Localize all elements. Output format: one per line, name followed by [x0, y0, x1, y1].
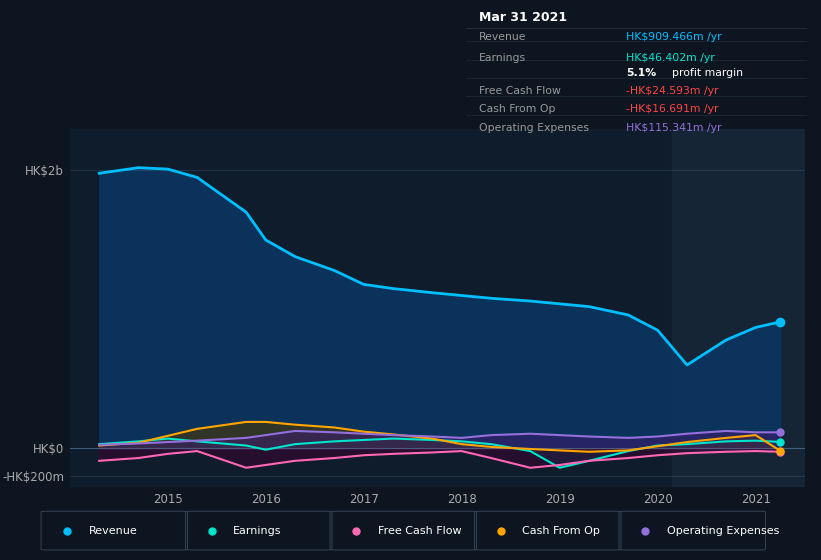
Text: HK$909.466m /yr: HK$909.466m /yr — [626, 32, 722, 42]
Text: Operating Expenses: Operating Expenses — [479, 123, 589, 133]
Text: Revenue: Revenue — [479, 32, 526, 42]
Text: -HK$16.691m /yr: -HK$16.691m /yr — [626, 105, 718, 114]
Text: Revenue: Revenue — [89, 526, 137, 535]
Text: Free Cash Flow: Free Cash Flow — [378, 526, 461, 535]
Text: Free Cash Flow: Free Cash Flow — [479, 86, 561, 96]
Text: Cash From Op: Cash From Op — [479, 105, 556, 114]
Text: -HK$24.593m /yr: -HK$24.593m /yr — [626, 86, 718, 96]
Text: HK$46.402m /yr: HK$46.402m /yr — [626, 53, 715, 63]
Text: Operating Expenses: Operating Expenses — [667, 526, 779, 535]
Text: Cash From Op: Cash From Op — [522, 526, 600, 535]
Text: HK$115.341m /yr: HK$115.341m /yr — [626, 123, 722, 133]
Text: Earnings: Earnings — [479, 53, 526, 63]
Text: Earnings: Earnings — [233, 526, 282, 535]
Text: 5.1%: 5.1% — [626, 68, 656, 78]
Text: Mar 31 2021: Mar 31 2021 — [479, 11, 567, 24]
Text: profit margin: profit margin — [672, 68, 743, 78]
Bar — [672, 129, 805, 487]
